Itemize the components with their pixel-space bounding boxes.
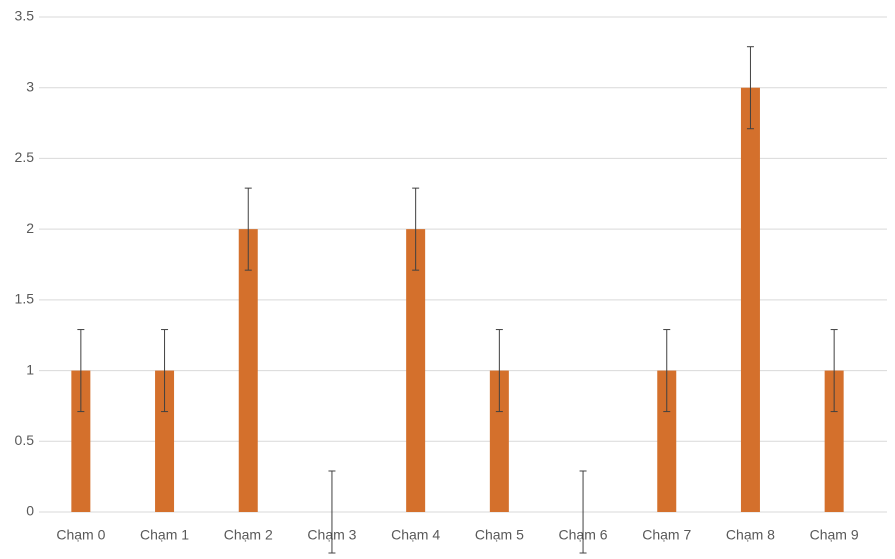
error-bar [412, 187, 420, 271]
bar [824, 370, 844, 512]
x-tick-label: Chạm 1 [140, 527, 189, 543]
error-bar [495, 329, 503, 413]
y-tick-label: 0 [26, 503, 34, 519]
bar [71, 370, 91, 512]
bar [155, 370, 175, 512]
y-tick-label: 3 [26, 78, 34, 94]
x-tick-label: Chạm 8 [726, 527, 775, 543]
y-tick-label: 1.5 [15, 291, 35, 307]
y-tick-label: 2 [26, 220, 34, 236]
bar [489, 370, 509, 512]
y-tick-label: 2.5 [15, 149, 35, 165]
error-bar [830, 329, 838, 413]
error-bar [663, 329, 671, 413]
bar [740, 87, 760, 512]
x-tick-label: Chạm 7 [642, 527, 691, 543]
bar [238, 229, 258, 512]
y-tick-label: 3.5 [15, 8, 35, 24]
error-bar [244, 187, 252, 271]
bar [406, 229, 426, 512]
error-bar [161, 329, 169, 413]
error-bar [579, 470, 587, 554]
y-tick-label: 0.5 [15, 432, 35, 448]
x-tick-label: Chạm 0 [56, 527, 105, 543]
x-tick-label: Chạm 4 [391, 527, 440, 543]
error-bar [77, 329, 85, 413]
y-tick-label: 1 [26, 361, 34, 377]
error-bar [746, 46, 754, 130]
x-tick-label: Chạm 5 [475, 527, 524, 543]
x-tick-label: Chạm 9 [810, 527, 859, 543]
x-tick-label: Chạm 2 [224, 527, 273, 543]
error-bar [328, 470, 336, 554]
bar [657, 370, 677, 512]
